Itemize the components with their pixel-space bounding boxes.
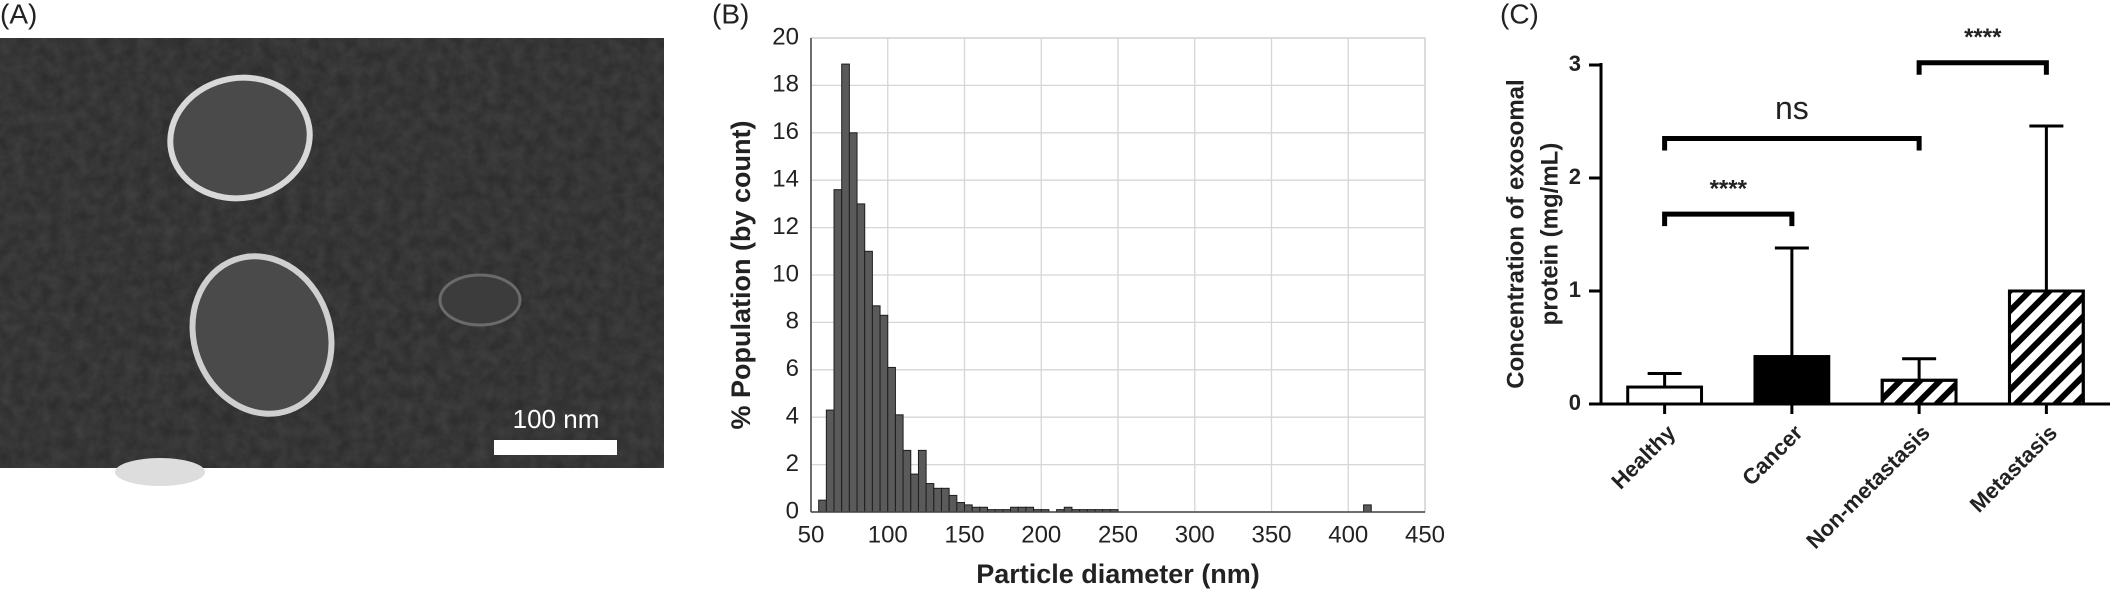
y-tick-label: 0 (1569, 390, 1581, 415)
significance-label: **** (1710, 176, 1748, 203)
y-tick-label: 10 (772, 260, 799, 287)
histogram-bar (1363, 504, 1372, 513)
x-tick-label: Healthy (1606, 419, 1680, 493)
y-tick-label: 20 (772, 23, 799, 50)
y-tick-label: 1 (1569, 277, 1581, 302)
panel-label: (C) (1500, 0, 1539, 29)
significance-bracket (1916, 60, 2049, 75)
significance-bracket (1662, 135, 1922, 151)
x-tick-label: 450 (1405, 521, 1445, 548)
y-tick-label: 0 (786, 497, 799, 524)
histogram-bar (925, 483, 935, 513)
y-tick-label: 4 (786, 403, 799, 430)
y-tick-label: 8 (786, 308, 799, 335)
y-tick-label: 12 (772, 213, 799, 240)
y-axis-label: % Population (by count) (726, 121, 756, 430)
histogram-bar (948, 494, 958, 513)
scale-bar-label: 100 nm (513, 404, 600, 434)
histogram-bar (833, 189, 843, 513)
histogram-bar (864, 250, 873, 513)
y-tick-label: 14 (772, 166, 799, 193)
y-tick-label: 18 (772, 71, 799, 98)
x-tick-label: 350 (1251, 521, 1291, 548)
histogram-bar (940, 487, 950, 513)
texture-blob (438, 273, 522, 327)
vesicle (115, 458, 205, 486)
histogram-bar (910, 473, 919, 513)
histogram-bar (902, 449, 912, 513)
x-tick-label: 400 (1328, 521, 1368, 548)
histogram-bar (825, 409, 835, 513)
significance-label: **** (1964, 24, 2002, 51)
y-tick-label: 2 (1569, 164, 1581, 189)
x-tick-label: Metastasis (1965, 420, 2062, 517)
y-axis-label: protein (mg/mL) (1536, 143, 1563, 326)
histogram-bar (856, 203, 866, 513)
panel-label: (B) (712, 0, 749, 29)
histogram-bar (887, 366, 896, 513)
histogram-bar (917, 449, 927, 513)
y-axis-label: Concentration of exosomal (1502, 79, 1529, 388)
y-tick-label: 2 (786, 450, 799, 477)
bar (1626, 385, 1704, 406)
significance-bracket (1662, 211, 1795, 227)
x-tick-label: 250 (1098, 521, 1138, 548)
x-tick-label: 150 (944, 521, 984, 548)
histogram-bar (894, 414, 904, 513)
significance-label: ns (1775, 90, 1809, 126)
vesicle (189, 253, 335, 417)
histogram-bar (841, 63, 850, 513)
bar-hatch (1880, 378, 1958, 406)
x-tick-label: 100 (868, 521, 908, 548)
x-tick-label: 200 (1021, 521, 1061, 548)
histogram-bar (879, 314, 889, 513)
image-texture (0, 38, 664, 468)
x-tick-label: Cancer (1737, 420, 1808, 491)
histogram-bar (871, 305, 881, 513)
y-tick-label: 3 (1569, 51, 1581, 76)
histogram-bar (848, 132, 858, 513)
micrograph: 100 nm (0, 38, 664, 486)
y-tick-label: 6 (786, 355, 799, 382)
histogram-bar (818, 499, 827, 513)
x-tick-label: 300 (1175, 521, 1215, 548)
panel-label: (A) (0, 0, 37, 29)
histogram-bar (933, 487, 942, 513)
scale-bar (494, 440, 617, 455)
y-tick-label: 16 (772, 118, 799, 145)
x-axis-label: Particle diameter (nm) (976, 559, 1260, 589)
bar (1753, 355, 1831, 406)
x-tick-label: Non-metastasis (1801, 420, 1935, 554)
bar-hatch (2007, 289, 2085, 406)
vesicle (167, 74, 313, 202)
histogram-bar (956, 502, 966, 513)
x-tick-label: 50 (798, 521, 825, 548)
histogram-bar (964, 504, 973, 513)
